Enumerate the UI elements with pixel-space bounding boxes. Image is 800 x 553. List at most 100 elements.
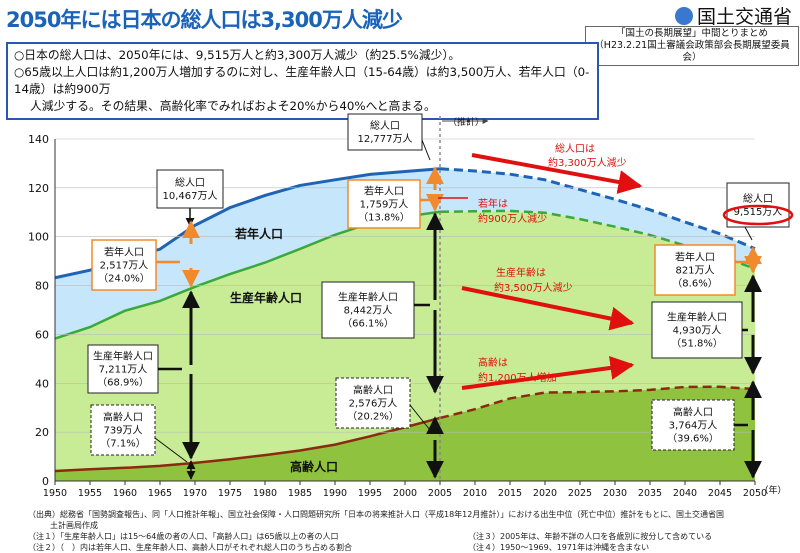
link-total-2050	[744, 226, 753, 241]
box-total-2005-line: 総人口	[370, 119, 400, 132]
note-source: （出典）総務省「国勢調査報告」、同「人口推計年報」、国立社会保障・人口問題研究所…	[28, 510, 724, 519]
box-elderly-2050-line: 高齢人口	[673, 406, 713, 419]
y-tick-label: 120	[28, 182, 49, 195]
box-young-2050-line: （8.6%）	[672, 278, 717, 290]
x-tick-label: 1980	[253, 488, 277, 499]
box-working-2050-frame	[651, 301, 743, 359]
area-working	[55, 210, 755, 471]
note-4: （注４）1950～1969、1971年は沖縄を含まない	[468, 543, 650, 552]
box-total-2050-line: 9,515万人	[734, 206, 783, 218]
box-elderly-1970-line: 739万人	[103, 425, 142, 437]
x-tick-label: 2045	[708, 488, 732, 499]
box-total-1970-line: 総人口	[175, 176, 205, 189]
summary-line1: ○日本の総人口は、2050年には、9,515万人と約3,300万人減少（約25.…	[14, 48, 461, 62]
x-tick-label: 1970	[183, 488, 207, 499]
box-young-2050-line: 821万人	[675, 265, 714, 277]
box-working-2005-line: 8,442万人	[344, 305, 393, 317]
box-working-1970-line: （68.9%）	[97, 377, 149, 389]
y-tick-label: 80	[35, 280, 49, 293]
y-tick-label: 100	[28, 231, 49, 244]
note-source-cont: 土計画局作成	[50, 521, 98, 530]
box-working-2050-line: 生産年齢人口	[667, 311, 727, 324]
trend-arrow-total	[471, 153, 643, 194]
box-young-2005-line: 1,759万人	[360, 199, 409, 211]
x-tick-label: 1995	[358, 488, 382, 499]
region-label-working: 生産年齢人口	[230, 290, 302, 305]
box-elderly-2005-line: 2,576万人	[349, 398, 398, 410]
area-young	[55, 168, 755, 339]
y-tick-label: 140	[28, 133, 49, 146]
box-elderly-2050-frame	[651, 399, 735, 451]
line-elderly-forecast	[439, 385, 756, 420]
y-tick-label: 40	[35, 377, 49, 390]
y-tick-label: 60	[35, 328, 49, 341]
trend-arrow-working	[461, 286, 635, 331]
x-tick-label: 1990	[323, 488, 347, 499]
box-total-2050-line: 総人口	[743, 192, 773, 205]
report-source-line1: 「国土の長期展望」中間とりまとめ	[615, 28, 768, 39]
area-elderly	[55, 386, 755, 481]
box-elderly-2005-line: （20.2%）	[347, 411, 399, 423]
trend-label-total-1: 総人口は	[555, 142, 595, 155]
box-elderly-2005-line: 高齢人口	[353, 384, 393, 397]
x-tick-label: 2015	[498, 488, 522, 499]
page-title: 2050年には日本の総人口は3,300万人減少	[6, 8, 403, 32]
ministry-logo: 国土交通省	[674, 2, 792, 29]
box-elderly-2050-line: （39.6%）	[667, 433, 719, 445]
box-elderly-2005-frame	[335, 377, 411, 429]
note-1: （注１）「生産年齢人口」は15～64歳の者の人口、「高齢人口」は65歳以上の者の…	[28, 532, 339, 541]
box-total-1970-line: 10,467万人	[163, 190, 218, 202]
box-total-2005-frame	[347, 113, 423, 151]
box-working-1970-line: 生産年齢人口	[93, 350, 153, 363]
report-source-box: 「国土の長期展望」中間とりまとめ （H23.2.21国土審議会政策部会長期展望委…	[585, 26, 799, 66]
trend-label-young-2: 約900万人減少	[478, 212, 547, 225]
box-working-2050-line: 4,930万人	[673, 325, 722, 337]
box-elderly-1970-frame	[90, 404, 156, 456]
trend-label-working-1: 生産年齢は	[496, 266, 546, 279]
ministry-emblem-icon	[674, 6, 693, 25]
box-young-2005-line: （13.8%）	[358, 212, 410, 224]
x-tick-label: 1975	[218, 488, 242, 499]
box-young-2050-line: 若年人口	[675, 251, 715, 264]
summary-box: ○日本の総人口は、2050年には、9,515万人と約3,300万人減少（約25.…	[6, 42, 599, 120]
x-tick-label: 2040	[673, 488, 697, 499]
box-working-2005-line: （66.1%）	[342, 318, 394, 330]
x-tick-label: 2000	[393, 488, 417, 499]
box-total-2005-line: 12,777万人	[358, 133, 413, 145]
box-young-1970-frame	[91, 239, 157, 291]
forecast-label: （推計）	[448, 116, 484, 128]
trend-label-total-2: 約3,300万人減少	[548, 156, 627, 169]
x-tick-label: 1950	[43, 488, 67, 499]
box-working-2005-frame	[321, 281, 415, 339]
x-tick-label: 2035	[638, 488, 662, 499]
trend-label-young-1: 若年は	[478, 197, 508, 210]
line-total-forecast	[439, 167, 756, 251]
trend-label-working-2: 約3,500万人減少	[494, 281, 573, 294]
box-young-1970-line: 若年人口	[104, 246, 144, 259]
x-tick-label: 2010	[463, 488, 487, 499]
x-tick-label: 1985	[288, 488, 312, 499]
note-2: （注２）（ ）内は若年人口、生産年齢人口、高齢人口がそれぞれ総人口のうち占める割…	[28, 543, 352, 552]
x-tick-label: 2025	[568, 488, 592, 499]
highlight-total-2050	[722, 204, 794, 226]
trend-label-elderly-2: 約1,200万人増加	[478, 371, 557, 384]
box-young-2005-line: 若年人口	[364, 185, 404, 198]
box-working-2005-line: 生産年齢人口	[338, 291, 398, 304]
summary-line2: ○65歳以上人口は約1,200万人増加するのに対し、生産年齢人口（15-64歳）…	[14, 65, 590, 96]
trend-label-elderly-1: 高齢は	[478, 356, 508, 369]
x-tick-label: 1960	[113, 488, 137, 499]
region-label-young: 若年人口	[234, 226, 283, 241]
link-elderly-1970	[154, 437, 188, 463]
box-total-1970-frame	[156, 169, 224, 209]
y-tick-label: 0	[42, 475, 49, 488]
